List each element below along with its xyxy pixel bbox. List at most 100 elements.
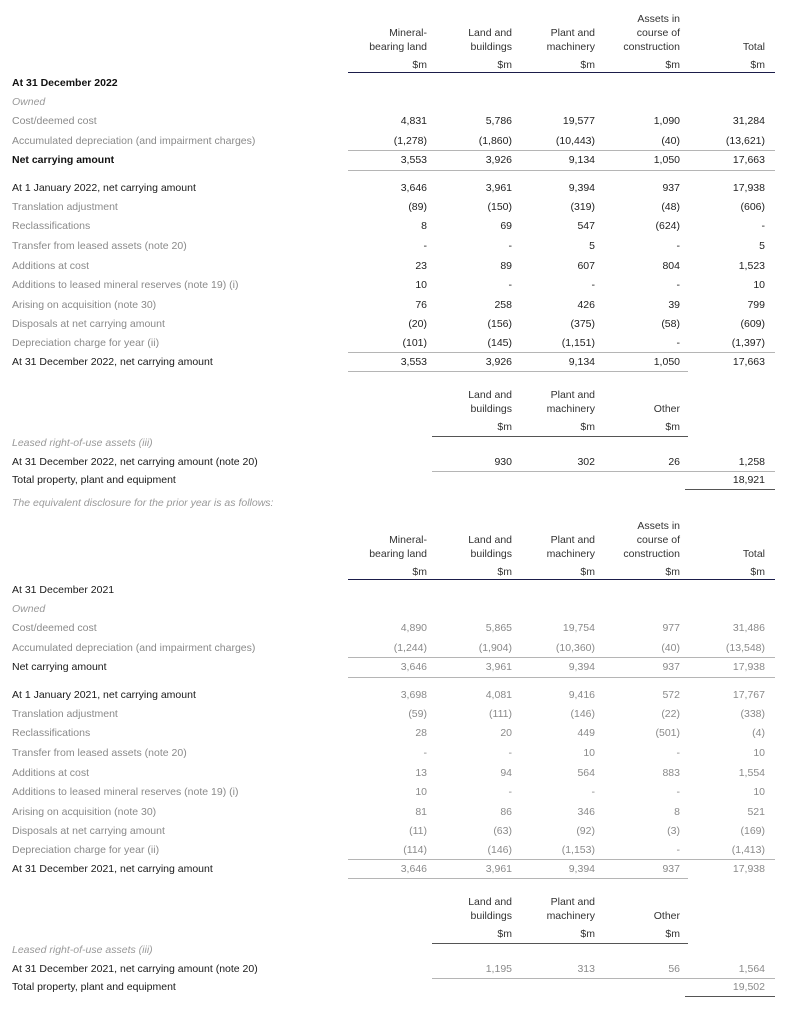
row-label: Additions at cost <box>12 767 90 779</box>
cell-value: 17,663 <box>732 356 765 368</box>
cell-value: 313 <box>577 963 595 975</box>
cell-value: - <box>508 240 513 252</box>
lease-col-0-header: $m <box>497 928 512 940</box>
row-label: At 31 December 2021, net carrying amount <box>12 863 213 875</box>
cell-value: 10 <box>753 747 765 759</box>
main-col-0-header: Mineral- <box>389 27 427 39</box>
cell-value: (609) <box>740 318 765 330</box>
row-label: Arising on acquisition (note 30) <box>12 299 157 311</box>
cell-value: (13,548) <box>725 642 765 654</box>
row-label: Disposals at net carrying amount <box>12 318 165 330</box>
main-col-2-header: machinery <box>546 548 595 560</box>
cell-value: - <box>676 240 681 252</box>
cell-value: 564 <box>577 767 595 779</box>
lease-section-label: Leased right-of-use assets (iii) <box>12 944 153 956</box>
cell-value: (58) <box>661 318 680 330</box>
cell-value: 86 <box>500 806 512 818</box>
cell-value: 31,284 <box>732 115 765 127</box>
main-col-3-header: construction <box>623 41 680 53</box>
cell-value: 76 <box>415 299 427 311</box>
cell-value: 8 <box>674 806 680 818</box>
main-col-2-header: Plant and <box>550 534 595 546</box>
total-value: 18,921 <box>732 474 765 486</box>
cell-value: 930 <box>494 456 512 468</box>
header-rule <box>348 72 775 73</box>
cell-value: 547 <box>577 220 595 232</box>
cell-value: (1,278) <box>393 135 427 147</box>
cell-value: - <box>676 786 681 798</box>
cell-value: 937 <box>662 863 680 875</box>
cell-value: 5,865 <box>485 622 512 634</box>
cell-value: - <box>676 747 681 759</box>
row-label: Transfer from leased assets (note 20) <box>12 240 187 252</box>
main-col-1-header: $m <box>497 59 512 71</box>
cell-value: 56 <box>668 963 680 975</box>
cell-value: (501) <box>655 727 680 739</box>
cell-value: 3,553 <box>400 154 427 166</box>
cell-value: - <box>423 747 428 759</box>
cell-value: 17,767 <box>732 689 765 701</box>
cell-value: 9,134 <box>568 154 595 166</box>
cell-value: 3,646 <box>400 661 427 673</box>
cell-value: (1,904) <box>478 642 512 654</box>
lease-header-rule <box>432 943 688 944</box>
row-label: At 31 December 2022, net carrying amount… <box>12 456 258 468</box>
cell-value: 4,831 <box>400 115 427 127</box>
lease-col-1-header: machinery <box>546 403 595 415</box>
cell-value: (10,360) <box>555 642 595 654</box>
main-col-3-header: course of <box>636 27 680 39</box>
cell-value: 10 <box>753 786 765 798</box>
cell-value: 4,081 <box>485 689 512 701</box>
main-col-1-header: buildings <box>470 548 512 560</box>
cell-value: 10 <box>583 747 595 759</box>
row-label: Reclassifications <box>12 220 91 232</box>
cell-value: 9,394 <box>568 863 595 875</box>
cell-value: 8 <box>421 220 427 232</box>
cell-value: 3,698 <box>400 689 427 701</box>
row-label: Additions to leased mineral reserves (no… <box>12 279 239 291</box>
cell-value: (63) <box>493 825 512 837</box>
section-title: At 31 December 2021 <box>12 584 115 596</box>
owned-label: Owned <box>12 603 46 615</box>
cell-value: (146) <box>487 844 512 856</box>
cell-value: (92) <box>576 825 595 837</box>
cell-value: 3,961 <box>485 661 512 673</box>
rule-line <box>348 170 775 171</box>
cell-value: (1,244) <box>393 642 427 654</box>
lease-section-label: Leased right-of-use assets (iii) <box>12 437 153 449</box>
cell-value: (319) <box>570 201 595 213</box>
lease-col-1-header: Plant and <box>550 389 595 401</box>
rule-line <box>348 352 775 353</box>
cell-value: - <box>591 279 596 291</box>
cell-value: (22) <box>661 708 680 720</box>
lease-col-0-header: Land and <box>468 389 512 401</box>
main-col-3-header: Assets in <box>637 13 680 25</box>
cell-value: 81 <box>415 806 427 818</box>
lease-col-1-header: Plant and <box>550 896 595 908</box>
cell-value: (145) <box>487 337 512 349</box>
cell-value: 346 <box>577 806 595 818</box>
cell-value: 23 <box>415 260 427 272</box>
main-col-4-header: Total <box>742 548 765 560</box>
cell-value: 3,961 <box>485 182 512 194</box>
row-label: Translation adjustment <box>12 708 118 720</box>
main-col-3-header: $m <box>665 59 680 71</box>
cell-value: 39 <box>668 299 680 311</box>
cell-value: 9,394 <box>568 182 595 194</box>
row-label: Translation adjustment <box>12 201 118 213</box>
cell-value: 28 <box>415 727 427 739</box>
cell-value: (11) <box>409 825 427 837</box>
cell-value: 3,961 <box>485 863 512 875</box>
main-col-3-header: $m <box>665 566 680 578</box>
lease-col-1-header: $m <box>580 421 595 433</box>
row-label: Reclassifications <box>12 727 91 739</box>
main-col-3-header: course of <box>636 534 680 546</box>
rule-line <box>348 878 688 879</box>
row-label: Disposals at net carrying amount <box>12 825 165 837</box>
main-col-0-header: bearing land <box>369 41 427 53</box>
lease-col-1-header: machinery <box>546 910 595 922</box>
cell-value: 3,926 <box>485 356 512 368</box>
main-col-0-header: Mineral- <box>389 534 427 546</box>
lease-col-0-header: buildings <box>470 403 512 415</box>
cell-value: 20 <box>500 727 512 739</box>
